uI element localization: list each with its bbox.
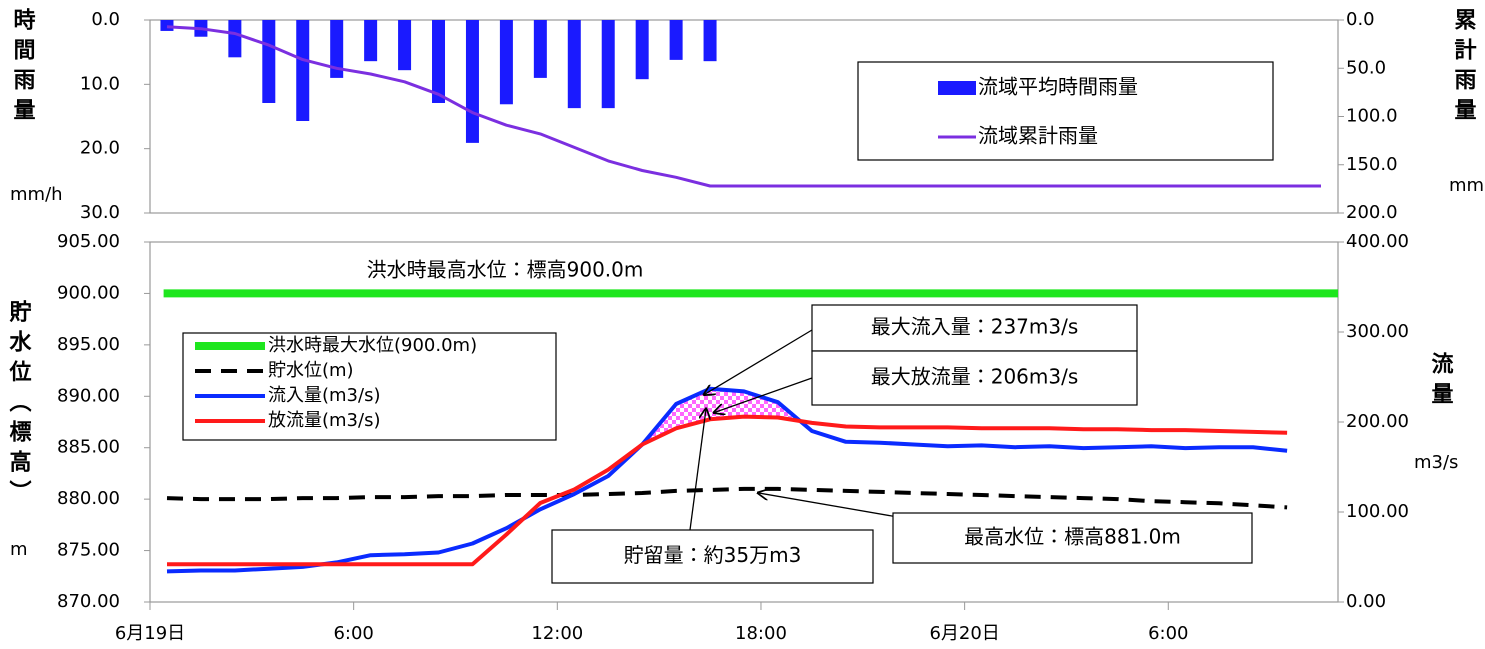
annotation: 最高水位：標高881.0m	[964, 525, 1181, 549]
x-tick-label: 6月19日	[115, 623, 185, 644]
bar	[432, 20, 446, 103]
bar	[398, 20, 412, 71]
y2-tick-label: 100.0	[1346, 106, 1398, 127]
x-tick-label: 6月20日	[929, 623, 999, 644]
y-axis-title: 時間雨量	[10, 8, 36, 128]
y-axis-title: 貯水位（標高）	[6, 300, 33, 510]
bar	[499, 20, 513, 105]
series-line	[166, 486, 1288, 510]
annotation-box	[811, 304, 1138, 352]
legend-label: 流域累計雨量	[978, 124, 1098, 148]
legend-label: 流域平均時間雨量	[978, 75, 1138, 99]
bar	[262, 20, 276, 103]
legend-label: 洪水時最大水位(900.0m)	[268, 335, 477, 356]
bar	[296, 20, 310, 122]
annotation-box	[892, 512, 1253, 564]
y2-tick-label: 50.0	[1346, 57, 1386, 78]
y-tick-label: 880.00	[57, 488, 120, 509]
annotation-box	[551, 529, 874, 584]
y-tick-label: 900.00	[57, 282, 120, 303]
bar	[533, 20, 547, 78]
y-tick-label: 30.0	[80, 202, 120, 223]
y2-tick-label: 100.00	[1346, 501, 1409, 522]
bar	[160, 20, 174, 31]
annotation: 最大流入量：237m3/s	[871, 315, 1079, 339]
y-tick-label: 875.00	[57, 540, 120, 561]
x-tick-label: 6:00	[1148, 623, 1188, 644]
bar	[567, 20, 581, 109]
series-line	[167, 414, 1288, 567]
y2-axis-unit: m3/s	[1414, 452, 1458, 473]
y-tick-label: 870.00	[57, 591, 120, 612]
x-tick-label: 12:00	[531, 623, 583, 644]
x-tick-label: 6:00	[333, 623, 373, 644]
annotation-arrow	[689, 409, 706, 531]
annotation: 貯留量：約35万m3	[624, 543, 802, 567]
y-tick-label: 895.00	[57, 334, 120, 355]
bar	[465, 20, 479, 143]
legend-label: 放流量(m3/s)	[268, 410, 380, 431]
series-line	[166, 25, 1321, 188]
y2-tick-label: 150.0	[1346, 154, 1398, 175]
legend-label: 貯水位(m)	[268, 360, 354, 381]
y-tick-label: 905.00	[57, 231, 120, 252]
y2-tick-label: 0.00	[1346, 591, 1386, 612]
y-tick-label: 885.00	[57, 437, 120, 458]
bar	[228, 20, 242, 58]
annotation: 洪水時最高水位：標高900.0m	[367, 258, 644, 282]
y2-axis-unit: mm	[1449, 175, 1484, 196]
series-line	[166, 386, 1288, 574]
y-axis-unit: m	[10, 539, 28, 560]
annotation-arrow	[704, 329, 813, 395]
bar	[364, 20, 378, 62]
y2-tick-label: 200.0	[1346, 202, 1398, 223]
y2-axis-title: 流量	[1428, 352, 1454, 412]
y-tick-label: 890.00	[57, 385, 120, 406]
y2-tick-label: 300.00	[1346, 321, 1409, 342]
annotation-box	[811, 350, 1138, 406]
y2-tick-label: 200.00	[1346, 411, 1409, 432]
bar	[330, 20, 344, 78]
bar	[635, 20, 649, 80]
bar	[601, 20, 615, 109]
y2-axis-title: 累計雨量	[1451, 8, 1477, 128]
bar	[669, 20, 683, 60]
legend-swatch	[938, 81, 976, 95]
bar	[703, 20, 717, 62]
legend-box	[857, 61, 1274, 161]
y-tick-label: 20.0	[80, 138, 120, 159]
y-tick-label: 10.0	[80, 73, 120, 94]
annotation: 最大放流量：206m3/s	[871, 365, 1079, 389]
y2-tick-label: 400.00	[1346, 231, 1409, 252]
annotation-arrow	[758, 493, 916, 521]
y-axis-unit: mm/h	[10, 184, 63, 205]
x-tick-label: 18:00	[735, 623, 787, 644]
legend-label: 流入量(m3/s)	[268, 385, 380, 406]
y-tick-label: 0.0	[91, 9, 120, 30]
annotation-arrow	[714, 377, 813, 413]
y2-tick-label: 0.0	[1346, 9, 1375, 30]
